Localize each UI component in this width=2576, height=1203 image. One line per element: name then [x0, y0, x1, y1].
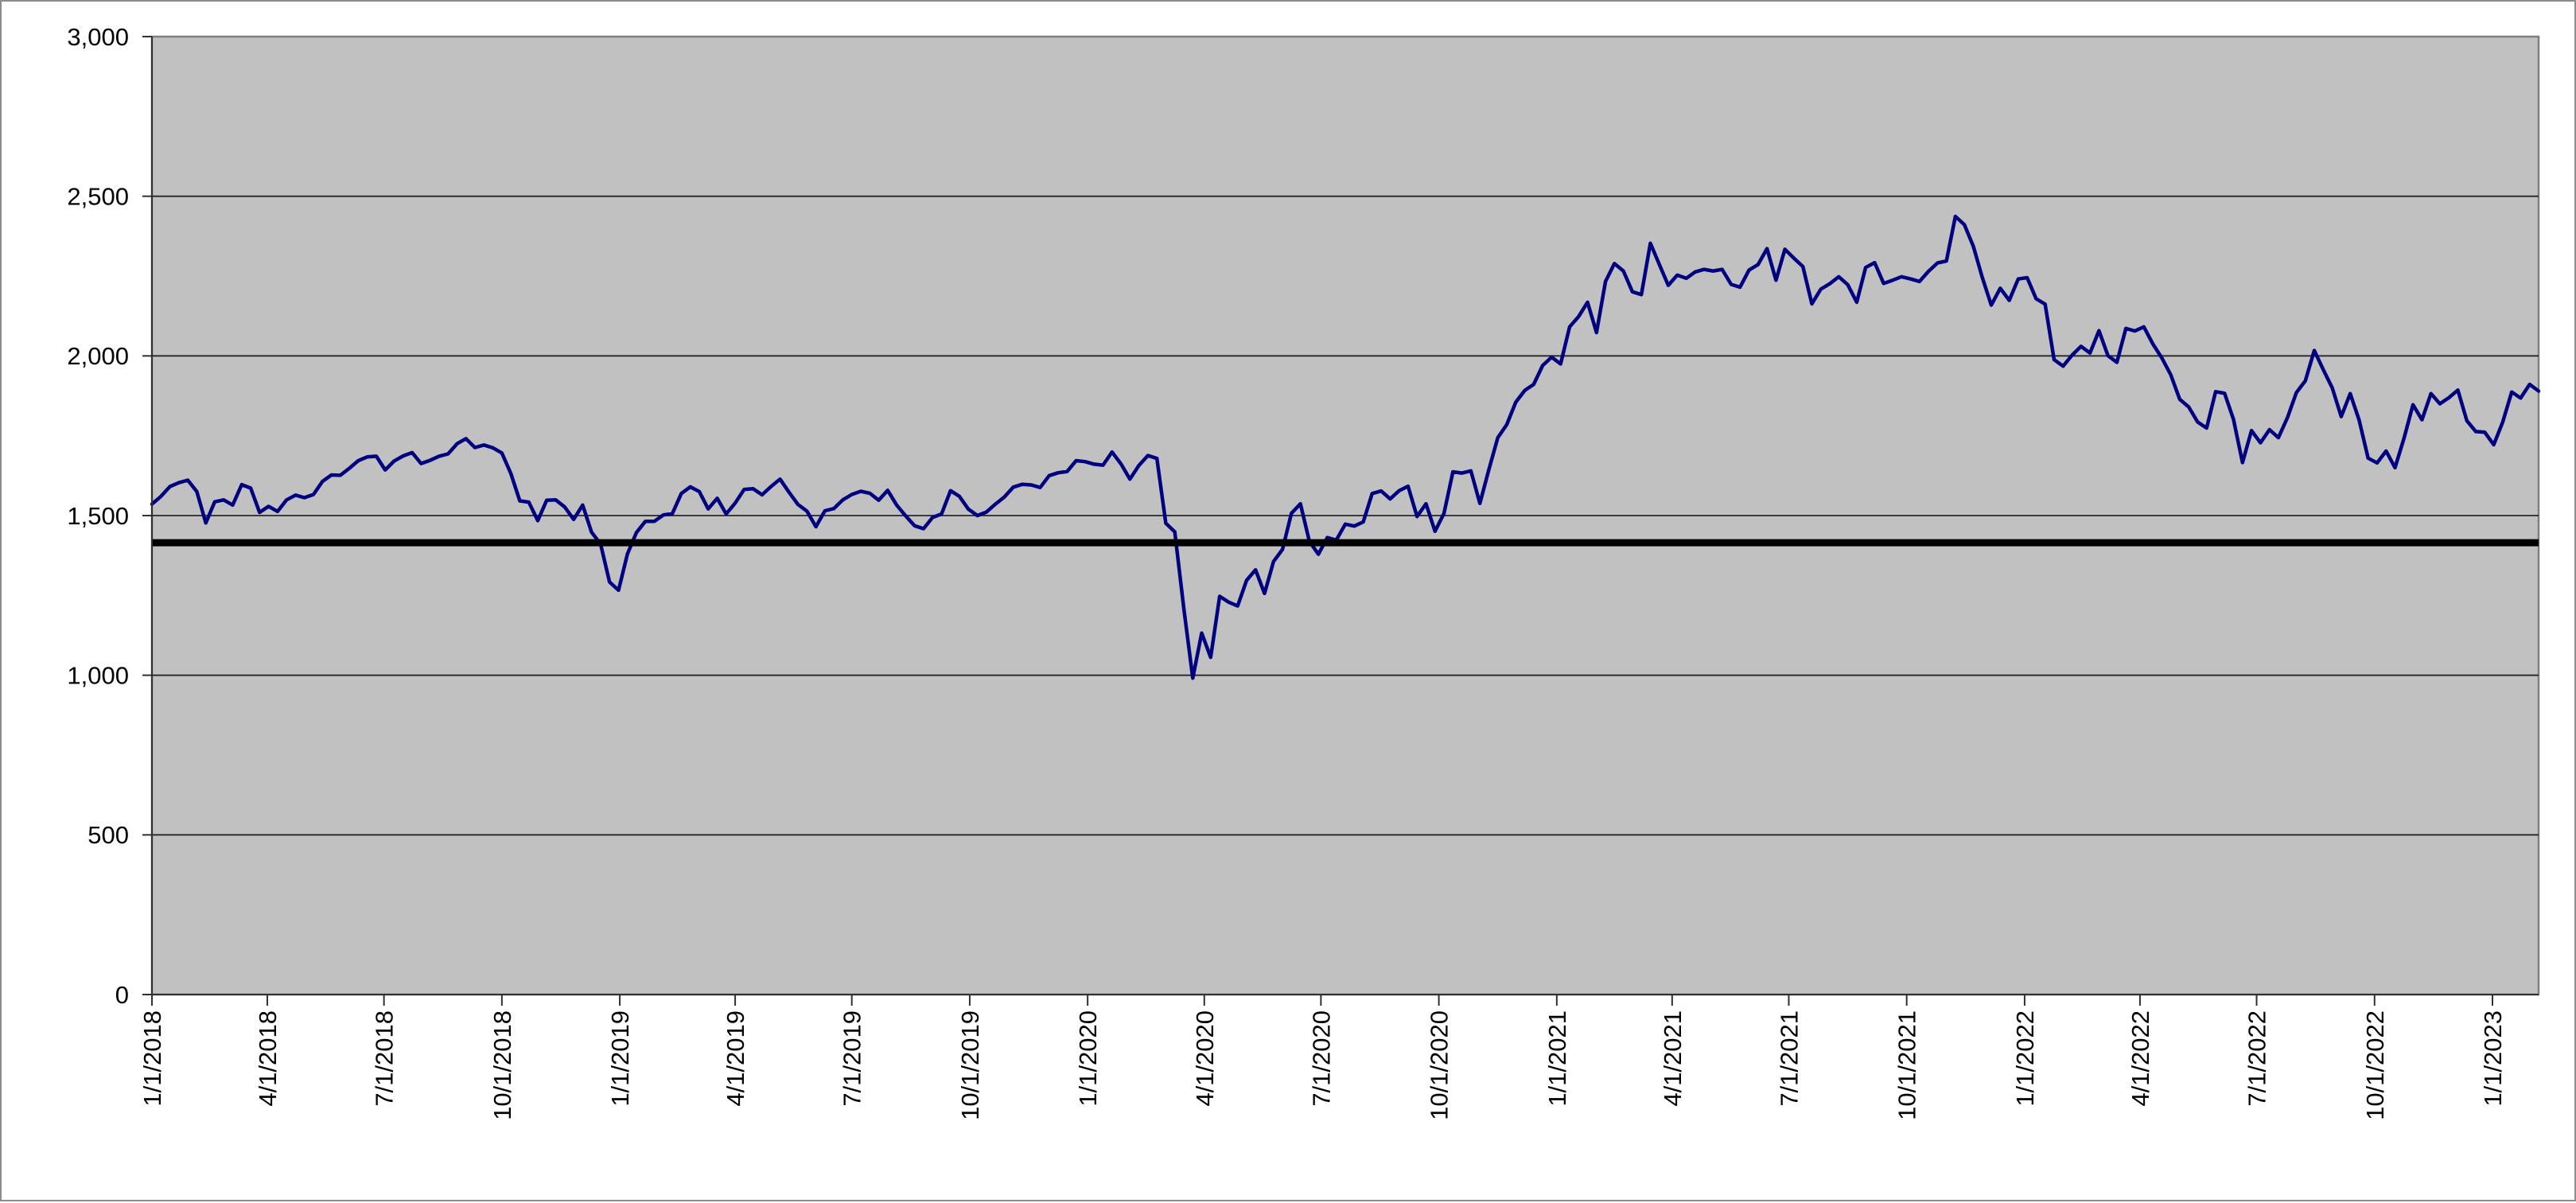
x-axis-label: 10/1/2018	[488, 1010, 516, 1120]
y-axis-labels: 0 500 1,000 1,500 2,000 2,500 3,000	[67, 23, 129, 1009]
x-axis-label: 10/1/2020	[1426, 1010, 1453, 1120]
y-axis-label: 0	[115, 981, 129, 1009]
x-axis-label: 1/1/2021	[1543, 1010, 1571, 1107]
x-axis-label: 10/1/2022	[2361, 1010, 2389, 1120]
x-axis-label: 7/1/2019	[839, 1010, 866, 1107]
gridlines	[152, 195, 2539, 836]
x-axis-label: 1/1/2019	[606, 1010, 634, 1107]
y-axis-label: 1,000	[67, 662, 129, 690]
x-axis-label: 4/1/2018	[254, 1010, 282, 1107]
x-axis-label: 1/1/2020	[1074, 1010, 1102, 1107]
series-line	[150, 214, 2541, 680]
x-axis-label: 7/1/2018	[371, 1010, 399, 1107]
x-axis-label: 1/1/2022	[2011, 1010, 2039, 1107]
y-axis-label: 3,000	[67, 23, 129, 51]
y-axis-label: 2,000	[67, 342, 129, 370]
x-axis-label: 1/1/2018	[138, 1010, 166, 1107]
y-axis-label: 2,500	[67, 183, 129, 211]
y-axis-label: 1,500	[67, 502, 129, 530]
x-axis-labels: 1/1/2018 4/1/2018 7/1/2018 10/1/2018 1/1/201…	[138, 1010, 2507, 1120]
x-axis-ticks	[151, 995, 2493, 1006]
x-axis-label: 4/1/2022	[2127, 1010, 2154, 1107]
y-axis-label: 500	[88, 821, 129, 849]
x-axis-label: 10/1/2019	[956, 1010, 984, 1120]
x-axis-label: 10/1/2021	[1893, 1010, 1921, 1120]
x-axis-label: 7/1/2022	[2243, 1010, 2271, 1107]
y-axis-ticks	[142, 36, 152, 995]
x-axis-label: 4/1/2020	[1191, 1010, 1219, 1107]
x-axis-label: 1/1/2023	[2479, 1010, 2507, 1107]
index-line	[150, 214, 2541, 680]
x-axis-label: 7/1/2021	[1775, 1010, 1803, 1107]
x-axis-label: 4/1/2019	[722, 1010, 749, 1107]
x-axis-label: 7/1/2020	[1307, 1010, 1335, 1107]
x-axis-label: 4/1/2021	[1659, 1010, 1687, 1107]
